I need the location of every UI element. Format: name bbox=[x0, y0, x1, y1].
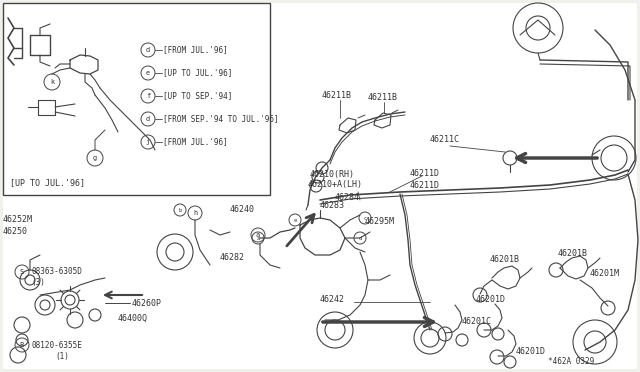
Text: 46201B: 46201B bbox=[558, 250, 588, 259]
Text: a: a bbox=[256, 232, 260, 238]
Text: [FROM JUL.'96]: [FROM JUL.'96] bbox=[163, 138, 228, 147]
Text: e: e bbox=[146, 70, 150, 76]
Text: 08120-6355E: 08120-6355E bbox=[31, 340, 82, 350]
Text: 46201C: 46201C bbox=[462, 317, 492, 327]
Text: d: d bbox=[358, 235, 362, 241]
Text: 46211B: 46211B bbox=[322, 90, 352, 99]
Text: k: k bbox=[50, 79, 54, 85]
Text: a: a bbox=[257, 235, 260, 241]
Text: d: d bbox=[146, 47, 150, 53]
Text: 46211D: 46211D bbox=[410, 170, 440, 179]
Text: (3): (3) bbox=[31, 278, 45, 286]
Text: 46400Q: 46400Q bbox=[118, 314, 148, 323]
Text: 46252M: 46252M bbox=[3, 215, 33, 224]
Text: [FROM JUL.'96]: [FROM JUL.'96] bbox=[163, 45, 228, 55]
Text: B: B bbox=[20, 342, 24, 348]
Text: 46211D: 46211D bbox=[410, 180, 440, 189]
Text: 46210(RH): 46210(RH) bbox=[310, 170, 355, 179]
Text: b: b bbox=[179, 208, 182, 212]
Text: 46211B: 46211B bbox=[368, 93, 398, 103]
Text: g: g bbox=[93, 155, 97, 161]
Text: 46242: 46242 bbox=[320, 295, 345, 305]
Text: 46250: 46250 bbox=[3, 228, 28, 237]
Text: 46201D: 46201D bbox=[476, 295, 506, 305]
Bar bbox=[3, 3, 270, 195]
Text: 46210+A(LH): 46210+A(LH) bbox=[308, 180, 363, 189]
Text: 08363-6305D: 08363-6305D bbox=[31, 267, 82, 276]
Text: 46295M: 46295M bbox=[365, 218, 395, 227]
Text: j: j bbox=[146, 139, 150, 145]
Text: *462A 0329: *462A 0329 bbox=[548, 357, 595, 366]
Text: [UP TO SEP.'94]: [UP TO SEP.'94] bbox=[163, 92, 232, 100]
Text: 46283: 46283 bbox=[320, 201, 345, 209]
Text: [FROM SEP.'94 TO JUL.'96]: [FROM SEP.'94 TO JUL.'96] bbox=[163, 115, 278, 124]
Text: 46284: 46284 bbox=[335, 193, 360, 202]
Text: 46260P: 46260P bbox=[132, 298, 162, 308]
Text: h: h bbox=[193, 210, 197, 216]
Text: 46201B: 46201B bbox=[490, 256, 520, 264]
Text: c: c bbox=[364, 215, 367, 221]
Text: 46201M: 46201M bbox=[590, 269, 620, 279]
Text: 46201D: 46201D bbox=[516, 347, 546, 356]
Text: [UP TO JUL.'96]: [UP TO JUL.'96] bbox=[163, 68, 232, 77]
Text: (1): (1) bbox=[55, 353, 69, 362]
Text: 46240: 46240 bbox=[230, 205, 255, 215]
Text: e: e bbox=[293, 218, 296, 222]
Text: 46211C: 46211C bbox=[430, 135, 460, 144]
Text: f: f bbox=[146, 93, 150, 99]
Text: [UP TO JUL.'96]: [UP TO JUL.'96] bbox=[10, 179, 85, 187]
Text: d: d bbox=[146, 116, 150, 122]
Text: 46282: 46282 bbox=[220, 253, 245, 263]
Text: S: S bbox=[20, 269, 24, 275]
